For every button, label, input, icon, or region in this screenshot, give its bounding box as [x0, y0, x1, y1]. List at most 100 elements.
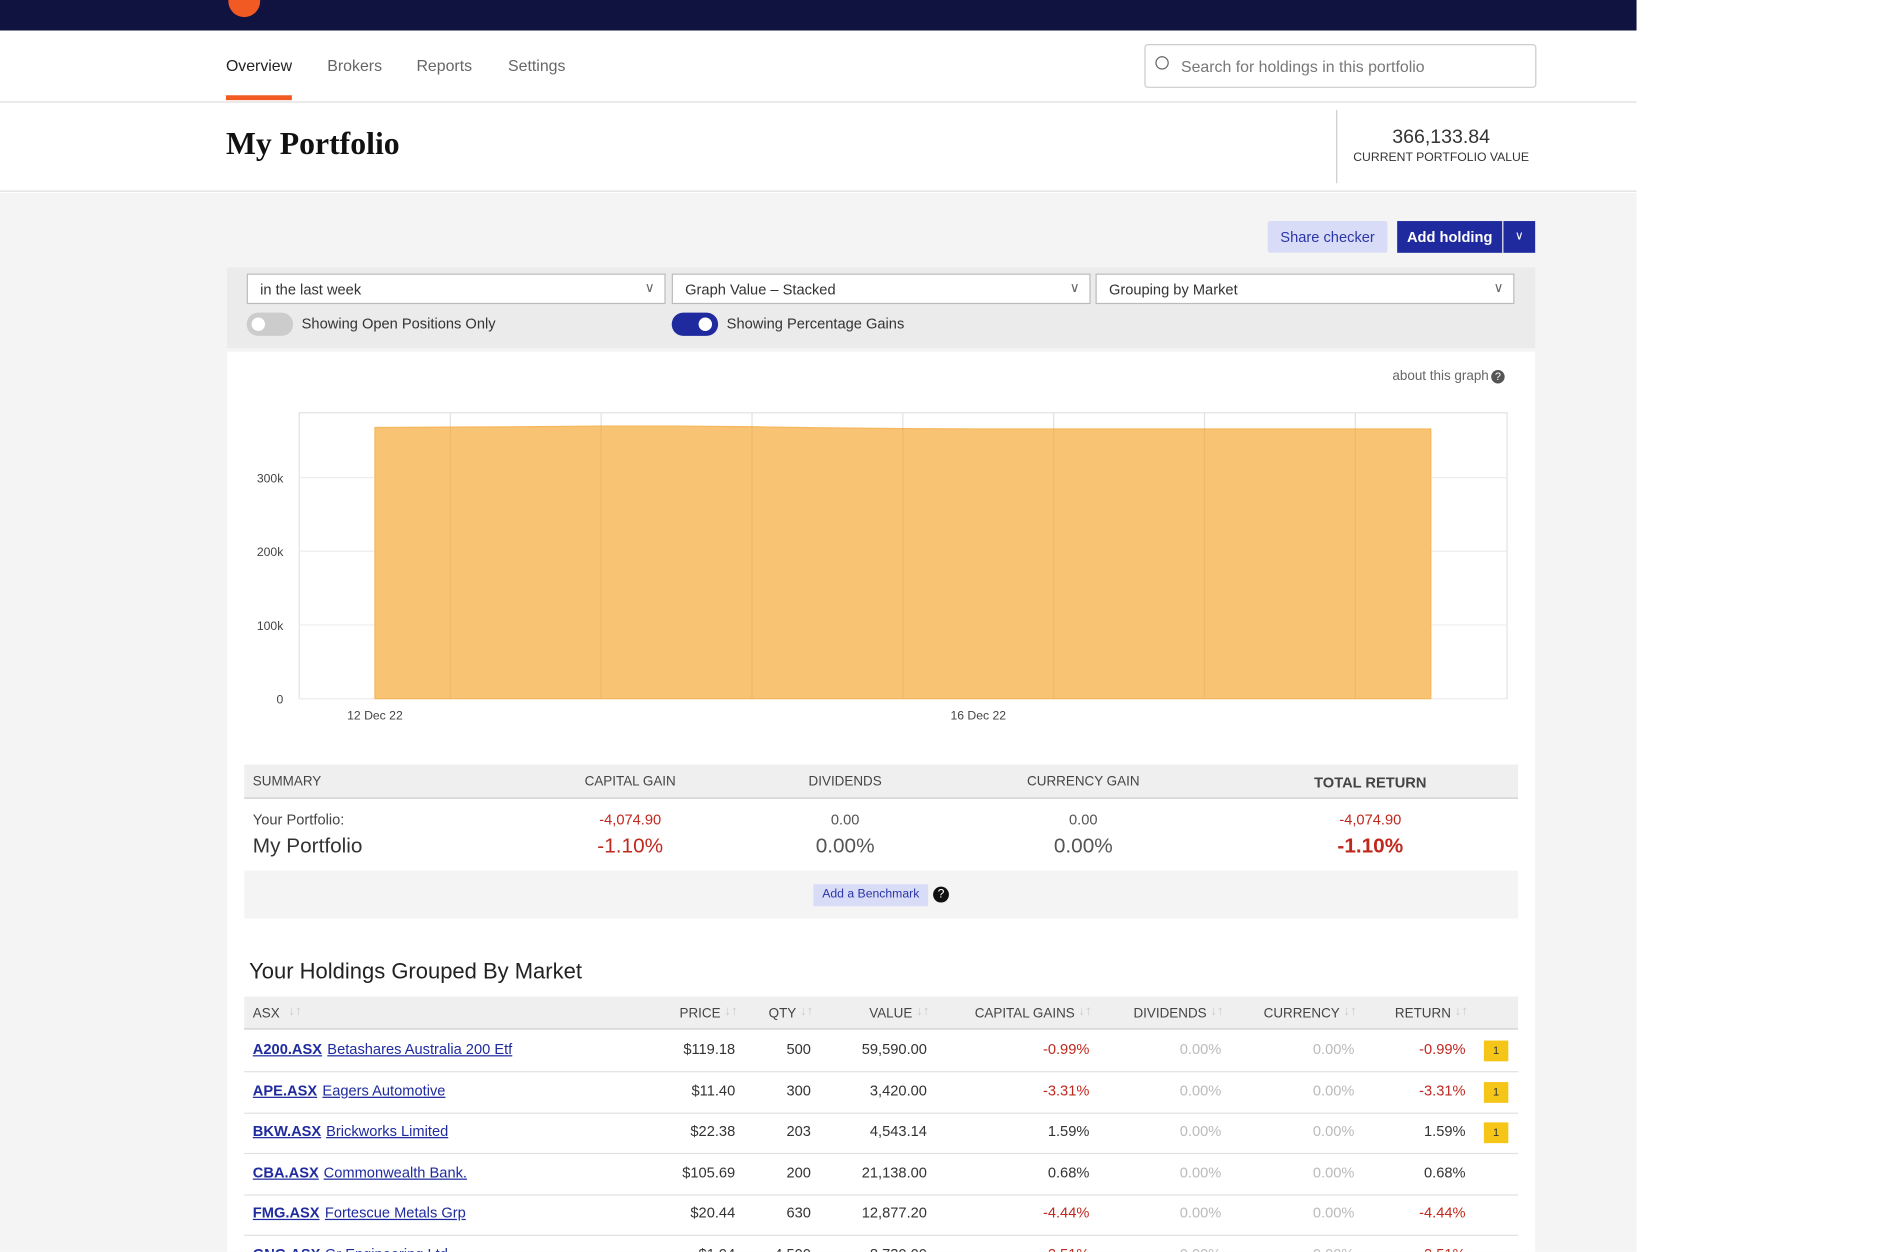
summary-amount: 0.00: [830, 810, 860, 829]
holding-return: 0.68%: [1423, 1163, 1466, 1181]
toggle[interactable]: [246, 312, 294, 336]
summary-name: My Portfolio: [252, 834, 363, 858]
select[interactable]: in the last week ∨: [246, 273, 666, 305]
holdings-header[interactable]: CURRENCY: [1263, 1006, 1340, 1022]
sort-icon: ↓↑: [288, 1003, 302, 1019]
sort-icon: ↓↑: [1078, 1003, 1092, 1019]
holding-name[interactable]: Fortescue Metals Grp: [324, 1204, 466, 1222]
holdings-header[interactable]: DIVIDENDS: [1133, 1006, 1207, 1022]
sort-icon: ↓↑: [1210, 1003, 1224, 1019]
nav-tab[interactable]: Settings: [508, 56, 566, 75]
holding-value: 3,420.00: [869, 1081, 927, 1099]
select-text: in the last week: [260, 280, 362, 298]
holdings-header[interactable]: RETURN: [1394, 1006, 1451, 1022]
holding-code[interactable]: APE.ASX: [252, 1081, 318, 1099]
toggle-knob: [698, 317, 713, 331]
x-tick-label: 12 Dec 22: [347, 708, 403, 722]
summary-header-bg: [244, 764, 1519, 799]
summary-header: TOTAL RETURN: [1314, 774, 1427, 792]
holding-name[interactable]: Gr Engineering Ltd: [325, 1246, 448, 1252]
holding-dividends: 0.00%: [1179, 1040, 1222, 1058]
summary-amount: -4,074.90: [1339, 810, 1402, 829]
holding-price: $22.38: [690, 1122, 736, 1140]
add-dropdown[interactable]: ∨: [1503, 221, 1536, 253]
y-tick-label: 0: [277, 692, 284, 706]
holding-code[interactable]: FMG.ASX: [252, 1204, 320, 1222]
holding-code[interactable]: CBA.ASX: [252, 1163, 319, 1181]
holding-qty: 200: [786, 1163, 811, 1181]
summary-header: CURRENCY GAIN: [1027, 774, 1140, 789]
holding-code[interactable]: GNG.ASX: [253, 1246, 321, 1252]
holding-dividends: 0.00%: [977, 1246, 1222, 1252]
holding-dividends: 0.00%: [1179, 1204, 1222, 1222]
holdings-header[interactable]: ASX: [252, 1006, 280, 1022]
holding-name[interactable]: Commonwealth Bank.: [323, 1163, 468, 1181]
select-text: Grouping by Market: [1108, 280, 1238, 298]
holding-name[interactable]: Eagers Automotive: [322, 1081, 446, 1099]
holding-value: 8,730.00: [683, 1246, 927, 1252]
sort-icon: ↓↑: [724, 1003, 738, 1019]
toggle[interactable]: [671, 312, 719, 336]
holding-price: $20.44: [690, 1204, 736, 1222]
holding-return: -4.44%: [1419, 1204, 1466, 1222]
share-button[interactable]: Share checker: [1267, 221, 1388, 253]
holding-badge[interactable]: 1: [1483, 1040, 1509, 1062]
row-separator: [244, 1235, 1519, 1237]
holdings-header[interactable]: VALUE: [869, 1006, 913, 1022]
search-box[interactable]: Search for holdings in this portfolio: [1144, 43, 1537, 88]
summary-amount: 0.00: [1069, 810, 1098, 829]
select-caret: ∨: [644, 280, 655, 296]
row-separator: [244, 1194, 1519, 1196]
holding-code[interactable]: BKW.ASX: [252, 1122, 322, 1140]
y-tick-label: 300k: [257, 472, 284, 486]
sort-icon: ↓↑: [915, 1003, 930, 1019]
holding-capital-gains: 0.68%: [1047, 1163, 1090, 1181]
summary-label: Your Portfolio:: [252, 810, 345, 829]
nav-tab[interactable]: Overview: [225, 56, 293, 75]
tab-underline: [225, 95, 292, 101]
summary-header: SUMMARY: [252, 774, 322, 789]
about-graph[interactable]: about this graph: [1392, 368, 1489, 384]
holding-qty: 203: [786, 1122, 811, 1140]
holding-return: -2.51%: [1221, 1246, 1465, 1252]
area: [374, 425, 1432, 700]
x-tick-label: 16 Dec 22: [950, 708, 1006, 722]
holding-name[interactable]: Brickworks Limited: [326, 1122, 449, 1140]
toggle-label: Showing Open Positions Only: [301, 315, 496, 333]
holding-qty: 500: [786, 1040, 811, 1058]
holding-value: 59,590.00: [861, 1040, 927, 1058]
add-button[interactable]: Add holding: [1397, 221, 1503, 253]
holding-currency: 0.00%: [1312, 1163, 1355, 1181]
select-caret: ∨: [1493, 280, 1504, 296]
nav-tab[interactable]: Reports: [416, 56, 473, 75]
summary-header: CAPITAL GAIN: [584, 774, 676, 789]
y-tick-label: 100k: [257, 619, 284, 633]
holding-code[interactable]: A200.ASX: [252, 1040, 323, 1058]
holdings-header[interactable]: QTY: [768, 1006, 797, 1022]
holding-name[interactable]: Betashares Australia 200 Etf: [327, 1040, 513, 1058]
summary-amount: -4,074.90: [599, 810, 662, 829]
select[interactable]: Grouping by Market ∨: [1095, 273, 1515, 305]
holding-price: $105.69: [682, 1163, 736, 1181]
holdings-header[interactable]: CAPITAL GAINS: [974, 1006, 1075, 1022]
select[interactable]: Graph Value – Stacked ∨: [671, 273, 1091, 305]
benchmark-button[interactable]: Add a Benchmark: [813, 884, 929, 907]
holding-badge[interactable]: 1: [1483, 1081, 1509, 1103]
toggle-label: Showing Percentage Gains: [726, 315, 905, 333]
summary-percent: 0.00%: [1053, 834, 1113, 858]
help-icon: ?: [1491, 370, 1505, 384]
summary-percent: 0.00%: [815, 834, 875, 858]
portfolio-value-label: CURRENT PORTFOLIO VALUE: [1353, 151, 1530, 165]
holding-badge[interactable]: 1: [1483, 1122, 1509, 1144]
holding-dividends: 0.00%: [1179, 1163, 1222, 1181]
holdings-header[interactable]: PRICE: [679, 1006, 721, 1022]
holding-capital-gains: 1.59%: [1047, 1122, 1090, 1140]
sort-icon: ↓↑: [1454, 1003, 1469, 1019]
nav-tab[interactable]: Brokers: [327, 56, 383, 75]
holding-currency: 0.00%: [1312, 1081, 1355, 1099]
holding-qty: 300: [786, 1081, 811, 1099]
sort-icon: ↓↑: [1343, 1003, 1357, 1019]
top-bar: [0, 0, 1637, 31]
